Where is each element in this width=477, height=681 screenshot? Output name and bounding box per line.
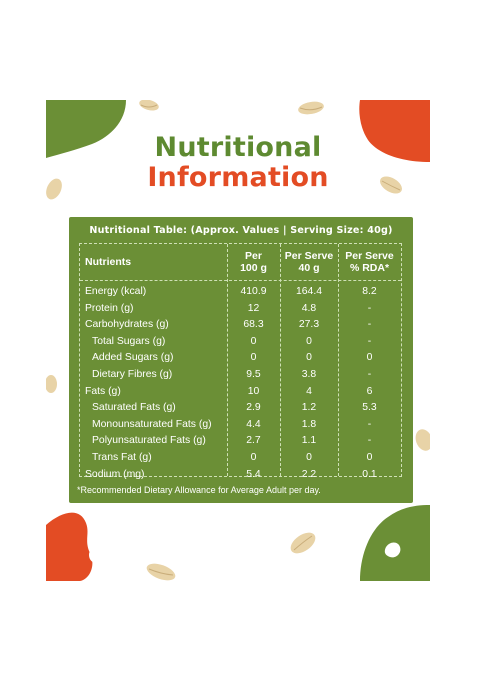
value-per-100g: 2.7 [246, 435, 261, 447]
column-header-per-100g: Per 100 g [227, 244, 280, 280]
nutrient-name: Fats (g) [85, 385, 121, 397]
table-row: Dietary Fibres (g) 9.5 3.8 - [80, 367, 401, 384]
value-per-serve: 4 [306, 385, 312, 397]
column-header-label: Per 100 g [240, 250, 267, 274]
infographic-panel: Nutritional Information Nutritional Tabl… [46, 100, 430, 581]
value-per-100g: 68.3 [243, 319, 264, 331]
table-row: Sodium (mg) 5.4 2.2 0.1 [80, 467, 401, 484]
table-row: Saturated Fats (g) 2.9 1.2 5.3 [80, 400, 401, 417]
nutrient-name: Added Sugars (g) [92, 352, 174, 364]
value-per-100g: 410.9 [240, 286, 267, 297]
header-divider [80, 280, 401, 281]
column-divider [280, 244, 281, 476]
column-divider [338, 244, 339, 476]
table-row: Protein (g) 12 4.8 - [80, 301, 401, 318]
column-divider [227, 244, 228, 476]
table-row: Carbohydrates (g) 68.3 27.3 - [80, 317, 401, 334]
value-per-100g: 10 [247, 385, 260, 397]
nutrient-name: Dietary Fibres (g) [92, 368, 173, 380]
value-per-serve: 0 [306, 352, 312, 364]
value-rda: - [367, 302, 372, 314]
value-per-100g: 9.5 [246, 368, 261, 380]
nutrient-name: Sodium (mg) [85, 468, 145, 480]
column-header-per-serve: Per Serve 40 g [280, 244, 338, 280]
page-title: Nutritional Information [46, 133, 430, 193]
value-per-serve: 1.2 [301, 402, 317, 414]
table-row: Total Sugars (g) 0 0 - [80, 334, 401, 351]
value-rda: 0 [366, 352, 373, 364]
value-rda: 6 [366, 385, 373, 397]
orange-blob-bottom-left [46, 512, 103, 581]
nutrition-card: Nutritional Table: (Approx. Values | Ser… [69, 217, 413, 503]
value-rda: - [367, 335, 372, 347]
value-rda: - [367, 418, 372, 430]
nutrient-rows: Energy (kcal) 410.9 164.4 8.2 Protein (g) 12 4… [80, 284, 401, 483]
nutrient-name: Saturated Fats (g) [92, 402, 176, 414]
green-blob-top-left [46, 100, 126, 158]
nutrient-name: Protein (g) [85, 302, 134, 314]
footnote: *Recommended Dietary Allowance for Avera… [77, 485, 321, 495]
column-header-label: Per Serve % RDA* [345, 250, 394, 274]
table-row: Energy (kcal) 410.9 164.4 8.2 [80, 284, 401, 301]
value-per-100g: 12 [247, 302, 260, 314]
oat-grain-icon [380, 176, 402, 194]
value-rda: 5.3 [362, 402, 377, 414]
value-per-serve: 27.3 [298, 319, 320, 331]
value-per-serve: 0 [306, 451, 312, 463]
value-per-serve: 164.4 [295, 286, 322, 297]
value-per-serve: 2.2 [301, 468, 317, 480]
value-per-serve: 1.1 [301, 435, 317, 447]
title-line-2: Information [147, 162, 329, 193]
value-per-100g: 0 [250, 335, 257, 347]
nutrition-table-header: Nutritional Table: (Approx. Values | Ser… [89, 225, 393, 236]
nutrient-name: Total Sugars (g) [92, 335, 166, 347]
nutrient-name: Carbohydrates (g) [85, 319, 169, 331]
nutrient-name: Energy (kcal) [85, 286, 147, 297]
value-rda: - [367, 319, 372, 331]
oat-grain-icon [146, 563, 176, 581]
value-per-serve: 1.8 [301, 418, 317, 430]
oat-grain-icon [46, 375, 57, 393]
green-blob-bottom-right [360, 505, 430, 581]
table-row: Trans Fat (g) 0 0 0 [80, 450, 401, 467]
column-header-rda: Per Serve % RDA* [338, 244, 401, 280]
oat-grain-icon [290, 532, 316, 554]
title-line-1: Nutritional [154, 132, 322, 163]
value-per-100g: 4.4 [246, 418, 261, 430]
oat-grain-icon [46, 178, 62, 200]
table-row: Added Sugars (g) 0 0 0 [80, 350, 401, 367]
oat-grain-icon [139, 100, 159, 111]
column-header-label: Nutrients [85, 256, 132, 268]
nutrient-name: Monounsaturated Fats (g) [92, 418, 212, 430]
table-row: Fats (g) 10 4 6 [80, 384, 401, 401]
value-per-serve: 4.8 [301, 302, 317, 314]
nutrient-name: Trans Fat (g) [92, 451, 152, 463]
nutrition-table: Nutrients Per 100 g Per Serve 40 g Per S… [79, 243, 402, 480]
value-per-100g: 2.9 [246, 402, 261, 414]
value-per-serve: 3.8 [301, 368, 317, 380]
oat-grain-icon [298, 101, 324, 115]
value-per-100g: 0 [250, 352, 257, 364]
value-per-serve: 0 [306, 335, 312, 347]
table-row: Monounsaturated Fats (g) 4.4 1.8 - [80, 417, 401, 434]
value-rda: - [367, 435, 372, 447]
value-rda: - [367, 368, 372, 380]
value-rda: 0 [366, 451, 373, 463]
column-header-nutrients: Nutrients [80, 244, 227, 280]
value-per-100g: 0 [250, 451, 257, 463]
oat-grain-icon [415, 429, 430, 451]
orange-blob-top-right [359, 100, 430, 162]
nutrient-name: Polyunsaturated Fats (g) [92, 435, 206, 447]
value-rda: 0.1 [362, 468, 377, 480]
table-row: Polyunsaturated Fats (g) 2.7 1.1 - [80, 433, 401, 450]
value-per-100g: 5.4 [246, 468, 261, 480]
value-rda: 8.2 [362, 286, 377, 297]
column-header-label: Per Serve 40 g [284, 250, 334, 274]
